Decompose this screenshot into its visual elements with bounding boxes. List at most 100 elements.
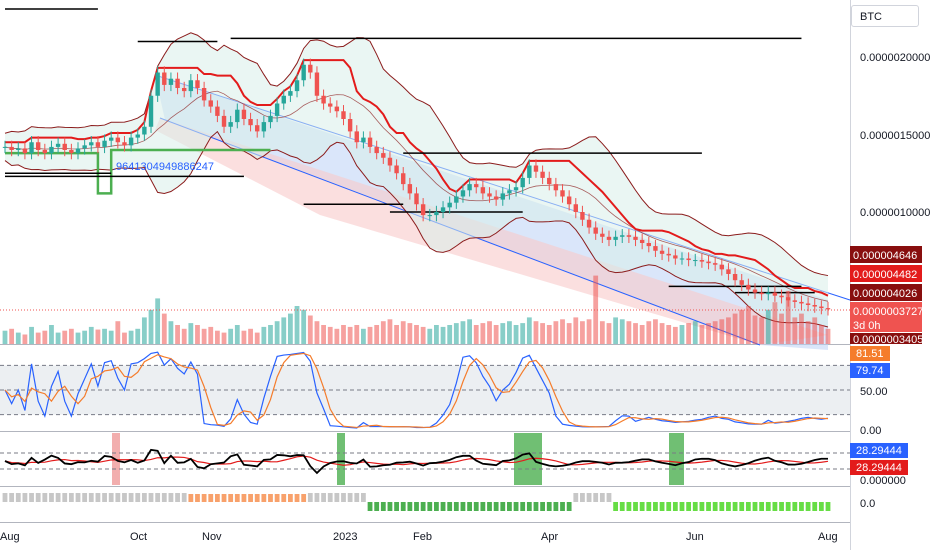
- volume-bar: [35, 332, 41, 344]
- histogram-bar: [22, 493, 28, 502]
- volume-bar: [175, 325, 180, 344]
- volume-bar: [254, 332, 260, 344]
- volume-bar: [201, 328, 207, 344]
- histogram-bar: [347, 493, 353, 502]
- candle-body: [527, 165, 532, 178]
- histogram-bar: [234, 494, 240, 502]
- volume-bar: [487, 321, 492, 344]
- volume-bar: [181, 328, 187, 344]
- rsi-badge: 28.29444: [856, 462, 902, 474]
- volume-bar: [686, 323, 692, 344]
- histogram-bar: [354, 493, 360, 502]
- volume-bar: [214, 330, 220, 344]
- hist-tick: 0.0: [860, 498, 875, 510]
- candle-body: [746, 284, 751, 290]
- histogram-bar: [533, 502, 539, 511]
- histogram-bar: [626, 502, 632, 511]
- candle-body: [314, 72, 320, 96]
- candle-body: [739, 280, 744, 285]
- volume-bar: [287, 313, 293, 344]
- candle-body: [440, 207, 446, 212]
- histogram-bar: [799, 502, 804, 511]
- price-tick: 0.0000010000: [860, 207, 930, 219]
- histogram-panel: [2, 493, 831, 511]
- stoch-tick: 0.00: [860, 425, 881, 437]
- histogram-bar: [214, 494, 220, 502]
- bollinger-middle: [4, 90, 829, 302]
- candle-body: [135, 134, 140, 138]
- histogram-bar: [294, 494, 300, 502]
- volume-bar: [580, 321, 585, 344]
- candle-body: [268, 115, 273, 123]
- histogram-bar: [394, 502, 399, 511]
- volume-bar: [208, 326, 214, 344]
- candle-body: [673, 255, 678, 259]
- histogram-bar: [593, 493, 599, 502]
- candle-body: [493, 196, 499, 200]
- volume-bar: [812, 317, 818, 344]
- volume-bar: [314, 321, 320, 344]
- candle-body: [434, 212, 439, 216]
- candle-body: [108, 137, 114, 141]
- volume-bar: [779, 313, 784, 344]
- histogram-bar: [812, 502, 818, 511]
- candle-body: [367, 137, 373, 147]
- histogram-bar: [752, 502, 758, 511]
- volume-bar: [606, 323, 612, 344]
- histogram-bar: [487, 502, 492, 511]
- histogram-bar: [785, 502, 791, 511]
- volume-bar: [380, 321, 386, 344]
- candle-body: [447, 202, 452, 208]
- histogram-bar: [560, 502, 565, 511]
- volume-bar: [68, 328, 74, 344]
- price-badge: 0.0000003727: [853, 306, 923, 318]
- histogram-bar: [281, 494, 287, 502]
- symbol-label[interactable]: BTC: [851, 5, 919, 27]
- volume-bar: [553, 321, 559, 344]
- time-label: Jun: [686, 531, 704, 543]
- volume-bar: [327, 326, 333, 344]
- histogram-bar: [75, 493, 81, 502]
- volume-bar: [334, 328, 340, 344]
- volume-bar: [321, 325, 326, 344]
- histogram-bar: [613, 502, 619, 511]
- histogram-bar: [261, 494, 267, 502]
- volume-bar: [141, 317, 147, 344]
- volume-bar: [49, 325, 54, 344]
- volume-bar: [752, 315, 758, 344]
- histogram-bar: [666, 502, 672, 511]
- histogram-bar: [128, 493, 134, 502]
- histogram-bar: [772, 502, 778, 511]
- candle-body: [712, 263, 718, 265]
- histogram-bar: [208, 494, 214, 502]
- histogram-bar: [175, 493, 180, 502]
- candle-body: [580, 212, 585, 220]
- histogram-bar: [414, 502, 419, 511]
- histogram-bar: [699, 502, 705, 511]
- panel-separators: [0, 0, 851, 550]
- candle-body: [487, 193, 492, 197]
- histogram-bar: [719, 502, 725, 511]
- candle-body: [414, 193, 419, 205]
- candle-body: [182, 88, 187, 92]
- volume-bar: [115, 321, 121, 344]
- volume-bar: [772, 302, 778, 344]
- signal-highlight: [669, 433, 684, 485]
- volume-bar: [301, 309, 307, 344]
- volume-bar: [248, 328, 253, 344]
- volume-bar: [719, 319, 725, 344]
- volume-bar: [586, 319, 592, 344]
- histogram-bar: [599, 493, 605, 502]
- volume-bar: [546, 325, 552, 344]
- candle-body: [221, 115, 227, 127]
- volume-bar: [639, 325, 645, 344]
- candle-body: [759, 292, 764, 295]
- histogram-bar: [321, 493, 326, 502]
- histogram-bar: [380, 502, 386, 511]
- volume-bar: [666, 325, 672, 344]
- histogram-bar: [473, 502, 479, 511]
- stochastic-panel: [0, 351, 850, 429]
- rsi-tick: 0.000000: [860, 475, 906, 487]
- histogram-bar: [102, 493, 107, 502]
